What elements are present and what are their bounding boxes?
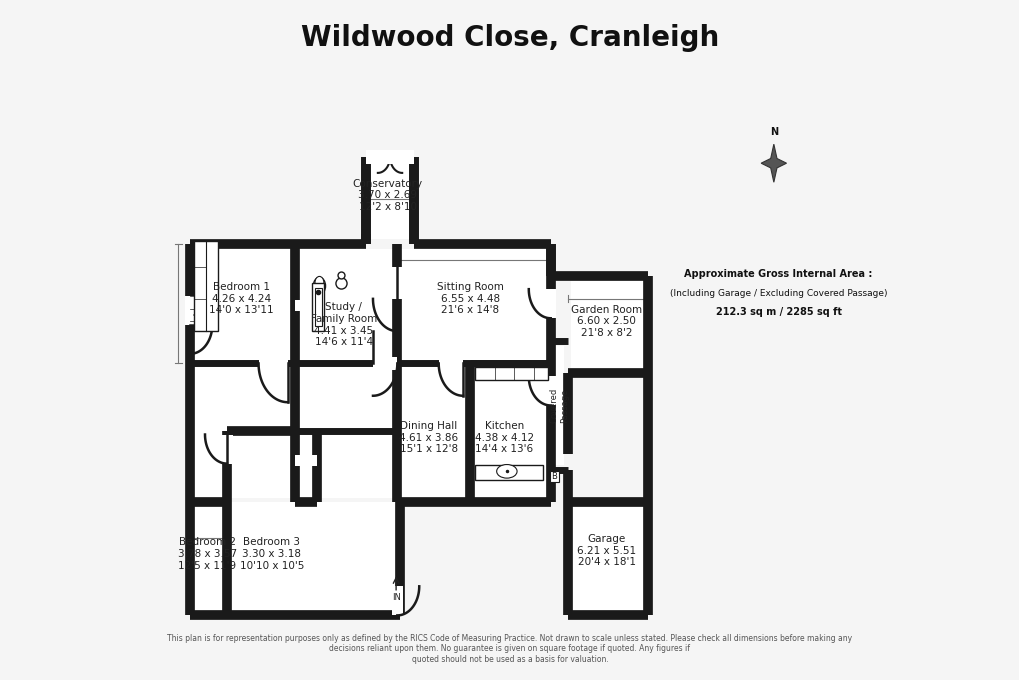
- Text: Approximate Gross Internal Area :: Approximate Gross Internal Area :: [684, 269, 872, 279]
- Bar: [312, 283, 324, 331]
- Bar: [544, 289, 555, 318]
- Text: Kitchen
4.38 x 4.12
14'4 x 13'6: Kitchen 4.38 x 4.12 14'4 x 13'6: [475, 421, 534, 454]
- Text: Bedroom 2
3.78 x 3.57
12'5 x 11'9: Bedroom 2 3.78 x 3.57 12'5 x 11'9: [177, 537, 236, 571]
- Text: IN: IN: [391, 593, 400, 602]
- Text: This plan is for representation purposes only as defined by the RICS Code of Mea: This plan is for representation purposes…: [167, 634, 852, 664]
- Ellipse shape: [496, 464, 517, 478]
- Bar: [294, 455, 317, 466]
- Ellipse shape: [313, 277, 325, 294]
- Text: Conservatory
3.70 x 2.69
12'2 x 8'10: Conservatory 3.70 x 2.69 12'2 x 8'10: [353, 179, 422, 212]
- Bar: [314, 288, 322, 326]
- Bar: [366, 150, 414, 164]
- Bar: [475, 367, 548, 379]
- Bar: [553, 345, 564, 465]
- Bar: [369, 162, 411, 239]
- Bar: [438, 356, 463, 371]
- Bar: [391, 267, 403, 299]
- Text: Bedroom 1
4.26 x 4.24
14'0 x 13'11: Bedroom 1 4.26 x 4.24 14'0 x 13'11: [209, 282, 273, 316]
- Text: Dining Hall
4.61 x 3.86
15'1 x 12'8: Dining Hall 4.61 x 3.86 15'1 x 12'8: [399, 421, 459, 454]
- Bar: [571, 507, 644, 611]
- Text: Wildwood Close, Cranleigh: Wildwood Close, Cranleigh: [301, 24, 718, 52]
- Bar: [194, 241, 218, 331]
- Bar: [571, 281, 644, 369]
- Text: B: B: [551, 472, 556, 481]
- Polygon shape: [760, 144, 786, 182]
- Text: 212.3 sq m / 2285 sq ft: 212.3 sq m / 2285 sq ft: [715, 307, 841, 318]
- Text: N: N: [769, 127, 777, 137]
- Bar: [258, 356, 287, 371]
- Text: Covered
Passage: Covered Passage: [549, 388, 569, 423]
- Text: Bedroom 3
3.30 x 3.18
10'10 x 10'5: Bedroom 3 3.30 x 3.18 10'10 x 10'5: [239, 537, 304, 571]
- Bar: [184, 296, 196, 325]
- Text: Sitting Room
6.55 x 4.48
21'6 x 14'8: Sitting Room 6.55 x 4.48 21'6 x 14'8: [436, 282, 503, 316]
- Bar: [391, 586, 403, 615]
- Text: Study /
Family Room
4.41 x 3.45
14'6 x 11'4: Study / Family Room 4.41 x 3.45 14'6 x 1…: [311, 303, 377, 347]
- Bar: [194, 249, 546, 498]
- Bar: [221, 435, 232, 464]
- Text: (Including Garage / Excluding Covered Passage): (Including Garage / Excluding Covered Pa…: [669, 289, 887, 298]
- Text: Garden Room
6.60 x 2.50
21'8 x 8'2: Garden Room 6.60 x 2.50 21'8 x 8'2: [571, 305, 642, 338]
- Bar: [544, 377, 555, 405]
- Bar: [194, 503, 397, 611]
- Bar: [373, 356, 397, 371]
- Bar: [475, 465, 543, 480]
- Text: Garage
6.21 x 5.51
20'4 x 18'1: Garage 6.21 x 5.51 20'4 x 18'1: [577, 534, 636, 567]
- Ellipse shape: [315, 276, 323, 288]
- Bar: [294, 300, 317, 311]
